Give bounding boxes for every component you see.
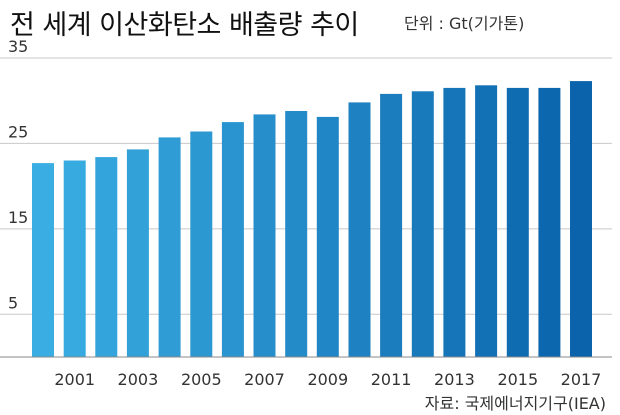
bar-2010 [348, 102, 371, 358]
bar-2017 [570, 81, 592, 357]
bar-2000 [32, 163, 54, 357]
bar-2011 [380, 93, 403, 358]
bar-2015 [506, 87, 529, 358]
bar-2016 [538, 87, 561, 358]
bar-2012 [411, 91, 434, 358]
y-tick-label: 15 [8, 208, 28, 227]
bar-2013 [443, 87, 466, 358]
x-tick-label: 2017 [561, 370, 602, 389]
bars [32, 81, 592, 358]
x-tick-label: 2015 [497, 370, 538, 389]
y-axis-ticks: 5 15 25 35 [8, 37, 28, 312]
bar-2004 [158, 137, 181, 357]
x-tick-label: 2013 [434, 370, 475, 389]
bar-2007 [253, 114, 276, 358]
x-tick-label: 2005 [181, 370, 222, 389]
x-tick-label: 2007 [244, 370, 285, 389]
y-tick-label: 25 [8, 122, 28, 141]
x-tick-label: 2009 [307, 370, 348, 389]
bar-2006 [221, 122, 244, 357]
x-axis-ticks: 2001 2003 2005 2007 2009 2011 2013 2015 2017 [54, 370, 601, 389]
bar-2008 [285, 111, 308, 357]
bar-2005 [190, 131, 213, 357]
y-tick-label: 5 [8, 293, 18, 312]
y-tick-label: 35 [8, 37, 28, 56]
x-tick-label: 2001 [54, 370, 95, 389]
chart-unit-label: 단위 : Gt(기가톤) [404, 14, 525, 33]
chart-title: 전 세계 이산화탄소 배출량 추이 [10, 10, 359, 41]
x-tick-label: 2011 [371, 370, 412, 389]
chart-source: 자료: 국제에너지기구(IEA) [424, 394, 606, 413]
x-tick-label: 2003 [118, 370, 159, 389]
bar-2001 [63, 160, 86, 357]
bar-2003 [126, 149, 149, 357]
bar-2002 [95, 157, 118, 357]
bar-2009 [316, 116, 339, 358]
bar-2014 [475, 85, 498, 358]
